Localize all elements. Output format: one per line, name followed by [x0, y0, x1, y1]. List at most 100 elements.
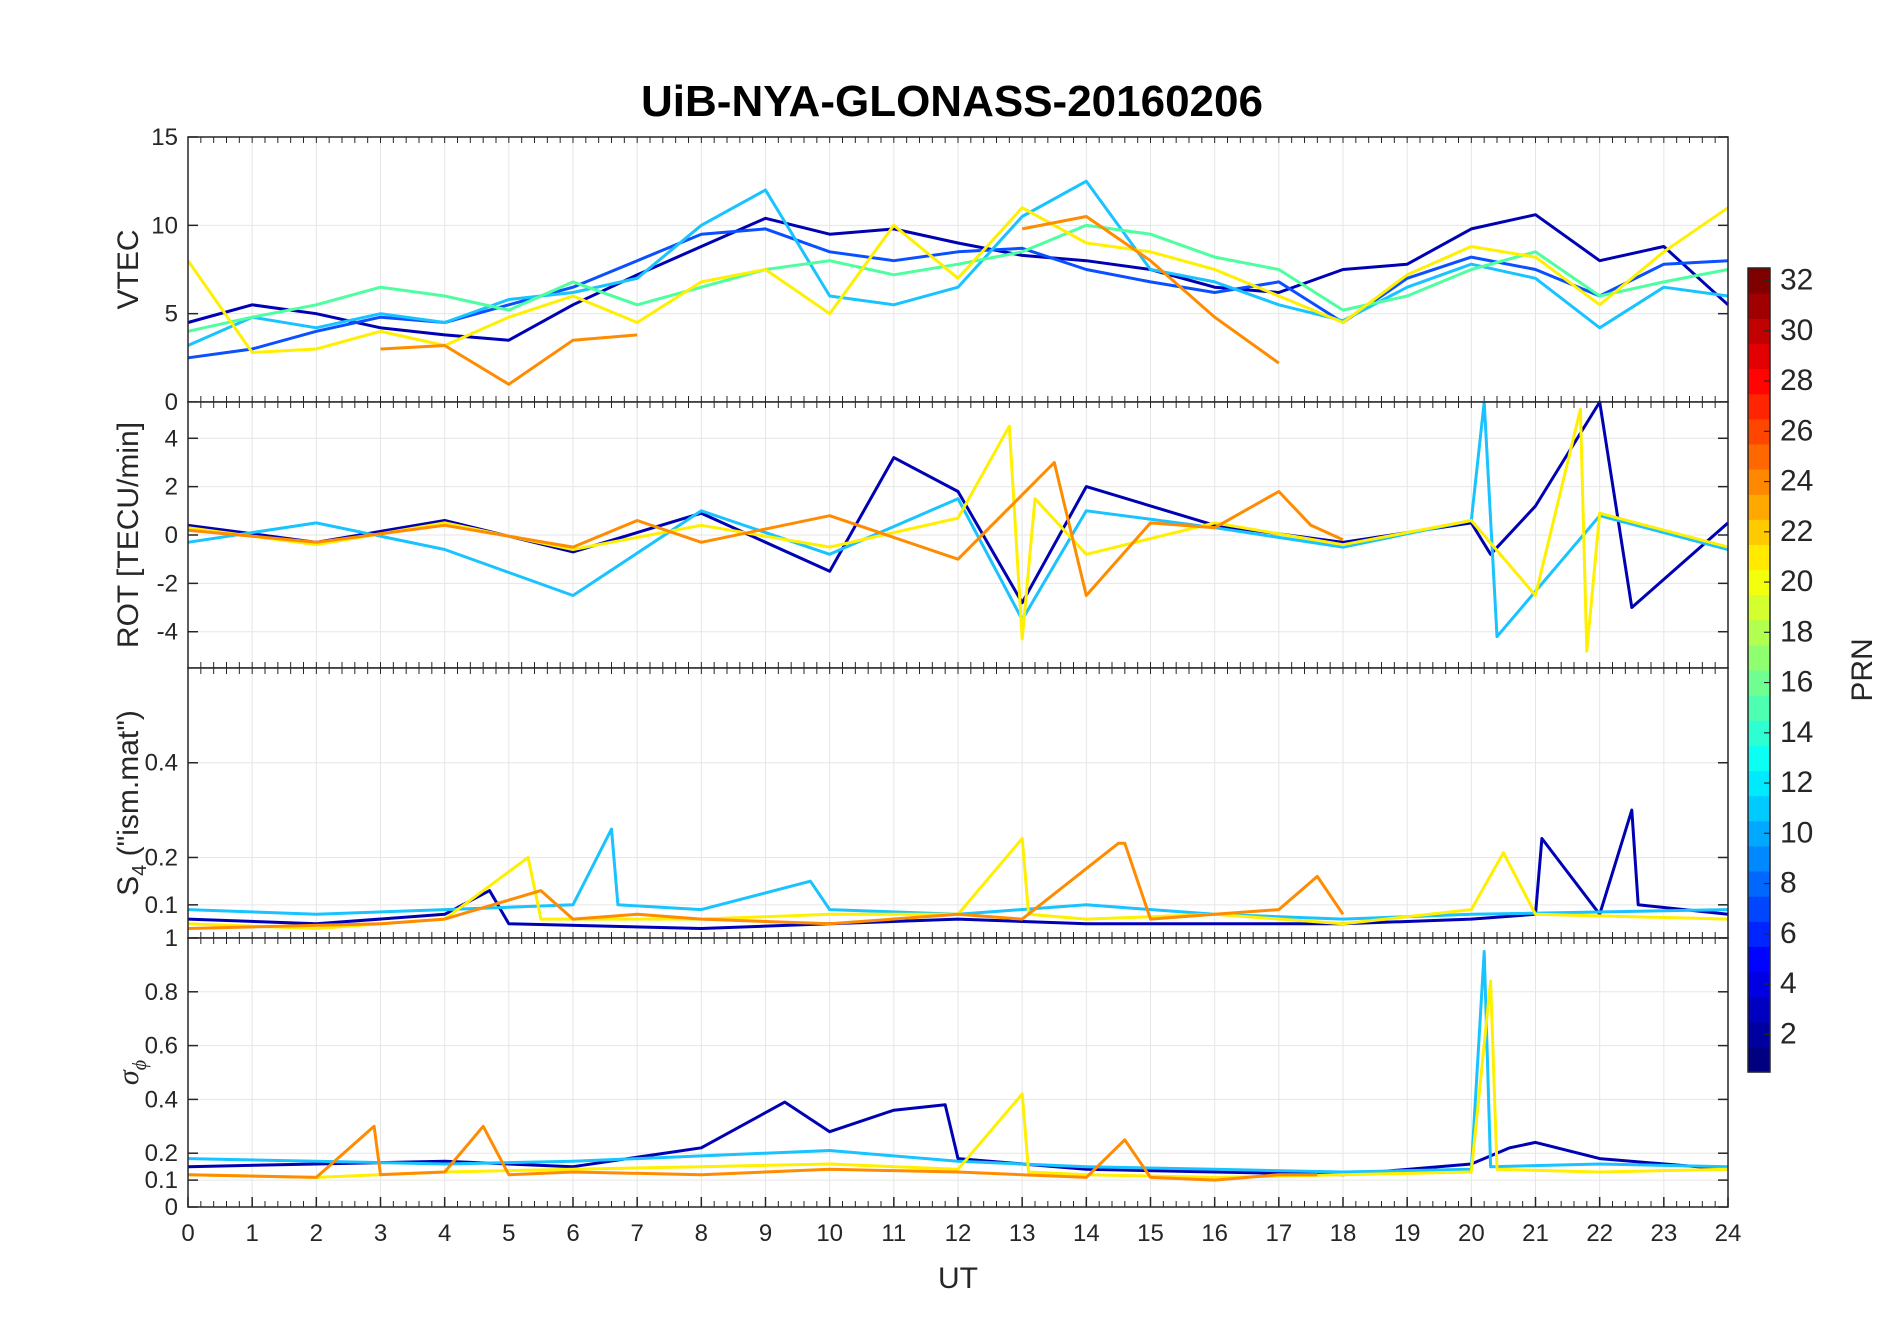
x-tick-label: 6 [566, 1220, 579, 1247]
colorbar-swatch [1748, 1046, 1770, 1073]
colorbar-swatch [1748, 695, 1770, 721]
y-tick-label-rot: -2 [157, 570, 178, 597]
y-tick-label-s4: 0.4 [145, 750, 178, 777]
colorbar-frame [1747, 267, 1771, 1073]
colorbar-swatch [1748, 971, 1770, 998]
colorbar-swatch [1748, 1021, 1770, 1048]
colorbar-swatch [1748, 745, 1770, 772]
y-tick-label-s4: 0.2 [145, 844, 178, 871]
x-tick-label: 4 [438, 1220, 451, 1247]
series-line-sigma_phi-0 [187, 1100, 1729, 1177]
x-tick-label: 17 [1265, 1220, 1292, 1247]
series-line-rot-1 [187, 400, 1729, 639]
x-tick-label: 15 [1137, 1220, 1164, 1247]
series-group-sigma_phi [187, 950, 1729, 1182]
panel-s4: 0.1 0.2 0.4S4 ("ism.mat") [112, 667, 1729, 939]
x-tick-label: 12 [945, 1220, 972, 1247]
x-tick-label: 5 [502, 1220, 515, 1247]
y-tick-label-vtec: 10 [151, 212, 178, 239]
x-tick-label: 2 [310, 1220, 323, 1247]
colorbar-tick-label: 8 [1780, 867, 1797, 900]
series-line-rot-2 [187, 407, 1729, 653]
series-line-vtec-5 [380, 215, 1280, 386]
colorbar-swatch [1748, 594, 1770, 621]
series-group-s4 [187, 808, 1729, 930]
y-tick-label-rot: 0 [165, 522, 178, 549]
y-tick-label-vtec: 15 [151, 124, 178, 151]
colorbar-swatch [1748, 268, 1770, 294]
minor-ticks-rot [187, 402, 1729, 668]
colorbar-swatch [1748, 996, 1770, 1023]
minor-ticks-vtec [187, 137, 1729, 402]
y-axis-label-rot: ROT [TECU/min] [112, 422, 145, 648]
colorbar-swatch [1748, 343, 1770, 370]
x-tick-label: 22 [1586, 1220, 1613, 1247]
colorbar-tick-label: 12 [1780, 766, 1813, 799]
colorbar-swatch [1748, 318, 1770, 344]
colorbar-swatch [1748, 770, 1770, 797]
y-tick-label-vtec: 0 [165, 389, 178, 416]
series-line-s4-1 [187, 827, 1729, 921]
colorbar-tick-label: 22 [1780, 515, 1813, 548]
colorbar-tick-label: 14 [1780, 716, 1813, 749]
colorbar-swatch [1748, 443, 1770, 470]
series-line-sigma_phi-1 [187, 950, 1729, 1174]
series-line-vtec-0 [187, 213, 1730, 342]
x-tick-label: 16 [1201, 1220, 1228, 1247]
colorbar-swatch [1748, 946, 1770, 973]
x-tick-label: 18 [1330, 1220, 1357, 1247]
series-line-sigma_phi-2 [187, 979, 1729, 1179]
y-tick-label-rot: 4 [165, 425, 178, 452]
series-group-vtec [186, 179, 1730, 386]
colorbar-tick-label: 2 [1780, 1017, 1797, 1050]
colorbar-swatch [1748, 393, 1770, 420]
colorbar-tick-label: 24 [1780, 465, 1813, 498]
colorbar-swatch [1748, 644, 1770, 671]
colorbar-tick-label: 6 [1780, 917, 1797, 950]
panel-sigma_phi: 00.10.2 0.4 0.6 0.8 1 σϕ [112, 925, 1729, 1221]
colorbar-swatch [1748, 720, 1770, 746]
series-line-vtec-2 [187, 179, 1729, 347]
series-line-sigma_phi-3 [187, 1124, 1318, 1182]
colorbar-tick-label: 10 [1780, 816, 1813, 849]
colorbar-swatch [1748, 418, 1770, 445]
x-tick-label: 8 [695, 1220, 708, 1247]
y-tick-label-vtec: 5 [165, 301, 178, 328]
colorbar-swatch [1748, 494, 1770, 520]
colorbar-tick-label: 30 [1780, 314, 1813, 347]
colorbar-tick-label: 32 [1780, 264, 1813, 297]
x-tick-label: 21 [1522, 1220, 1549, 1247]
x-ticks: 0 1 2 3 4 5 6 7 8 9 10 11 12 13 14 15 16 17 18 19 20 21 22 23 24 [181, 1197, 1741, 1247]
x-tick-label: 11 [881, 1220, 906, 1247]
colorbar-tick-label: 18 [1780, 615, 1813, 648]
x-tick-label: 23 [1650, 1220, 1677, 1247]
colorbar-tick-label: 20 [1780, 565, 1813, 598]
x-tick-label: 14 [1073, 1220, 1100, 1247]
colorbar-swatch [1748, 845, 1770, 872]
colorbar-swatch [1748, 519, 1770, 545]
series-line-s4-3 [187, 841, 1345, 930]
colorbar-swatch [1748, 670, 1770, 696]
y-tick-label-rot: -4 [157, 619, 178, 646]
x-tick-label: 20 [1458, 1220, 1485, 1247]
x-axis-label: UT [938, 1262, 978, 1295]
x-tick-label: 10 [816, 1220, 843, 1247]
panel-vtec: 0 5 10 15 VTEC [112, 124, 1730, 416]
series-group-rot [187, 400, 1729, 653]
series-line-rot-0 [187, 400, 1729, 609]
x-tick-label: 3 [374, 1220, 387, 1247]
series-line-rot-3 [187, 461, 1344, 597]
colorbar-swatch [1748, 795, 1770, 822]
y-tick-label-sigma_phi: 0.2 [145, 1140, 178, 1167]
colorbar-swatch [1748, 293, 1770, 319]
y-tick-label-sigma_phi: 0.6 [145, 1033, 178, 1060]
colorbar-swatch [1748, 544, 1770, 571]
y-axis-label-s4: S4 ("ism.mat") [112, 710, 151, 896]
chart-title: UiB-NYA-GLONASS-20160206 [641, 77, 1263, 126]
grid-s4 [187, 668, 1729, 938]
colorbar-swatch [1748, 921, 1770, 947]
colorbar-swatch [1748, 896, 1770, 922]
y-axis-label-sigma_phi: σϕ [112, 1060, 151, 1085]
colorbar-tick-label: 28 [1780, 364, 1813, 397]
